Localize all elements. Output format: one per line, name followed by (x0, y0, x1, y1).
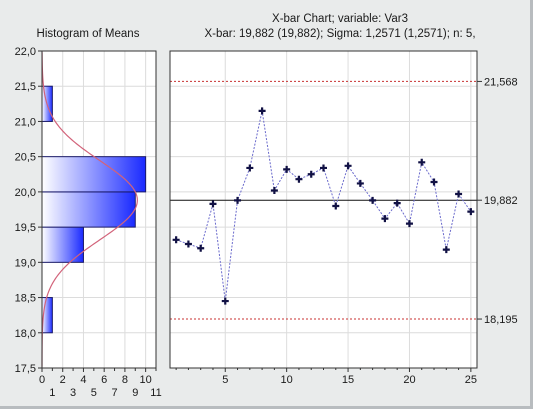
histogram-x-tick-label: 4 (80, 374, 86, 386)
xbar-point (258, 107, 266, 115)
histogram-frame (41, 50, 157, 369)
xbar-x-tick-label: 20 (403, 374, 415, 386)
histogram-x-tick-label: 9 (132, 387, 138, 399)
histogram-x-tick-label: 11 (150, 387, 161, 399)
histogram-y-tick-label: 20,5 (15, 152, 36, 164)
xbar-plot-area (170, 51, 477, 368)
xbar-x-tick-label: 5 (222, 374, 228, 386)
upper-limit-label: 21,568 (484, 76, 518, 88)
xbar-point (369, 196, 377, 204)
histogram-y-axis: 17,5 18,0 18,5 19,0 19,5 20,0 20,5 21,0 21,5 22,0 (15, 46, 42, 375)
histogram-y-tick-label: 19,5 (15, 222, 36, 234)
xbar-point (197, 244, 205, 252)
histogram-y-tick-label: 19,0 (15, 257, 36, 269)
histogram-panel: 17,5 18,0 18,5 19,0 19,5 20,0 20,5 21,0 21,5 22,0… (15, 46, 162, 399)
center-line-label: 19,882 (484, 195, 518, 207)
xbar-point (455, 190, 463, 198)
histogram-bar (41, 156, 147, 193)
xbar-x-tick-label: 15 (342, 374, 354, 386)
xbar-point (246, 164, 254, 172)
histogram-x-tick-label: 8 (122, 374, 128, 386)
xbar-point (270, 186, 278, 194)
xbar-chart-panel: 5 10 15 20 25 21,568 19,882 18,195 (169, 50, 518, 386)
lower-limit-label: 18,195 (484, 314, 518, 326)
xbar-point (356, 179, 364, 187)
xbar-point (221, 297, 229, 305)
histogram-x-tick-label: 10 (140, 374, 152, 386)
histogram-bar (41, 226, 84, 263)
xbar-chart-title: X-bar Chart; variable: Var3 (272, 13, 408, 25)
xbar-x-tick-label: 25 (465, 374, 477, 386)
xbar-point (234, 196, 242, 204)
xbar-point (332, 202, 340, 210)
control-limit-labels: 21,568 19,882 18,195 (477, 76, 518, 326)
histogram-normal-curve (41, 52, 138, 367)
xbar-point (320, 164, 327, 172)
histogram-x-tick-label: 1 (49, 387, 55, 399)
xbar-point (430, 178, 438, 186)
xbar-chart-subtitle: X-bar: 19,882 (19,882); Sigma: 1,2571 (1… (204, 28, 475, 40)
histogram-y-tick-label: 18,0 (15, 328, 36, 340)
histogram-x-tick-label: 2 (60, 374, 66, 386)
xbar-point (295, 175, 303, 183)
histogram-y-tick-label: 21,5 (15, 81, 36, 93)
histogram-title: Histogram of Means (37, 28, 140, 40)
xbar-x-tick-label: 10 (281, 374, 293, 386)
histogram-bar (41, 191, 136, 228)
xbar-gridlines (170, 51, 477, 368)
histogram-y-tick-label: 18,5 (15, 293, 36, 305)
xbar-point (405, 220, 413, 228)
histogram-x-tick-label: 6 (101, 374, 107, 386)
histogram-x-tick-label: 3 (70, 387, 76, 399)
xbar-point (393, 199, 401, 207)
xbar-point (442, 246, 450, 254)
xbar-point (172, 236, 180, 244)
xbar-point (467, 208, 475, 216)
xbar-point (209, 200, 217, 208)
xbar-point (184, 240, 192, 248)
xbar-x-axis: 5 10 15 20 25 (175, 368, 477, 386)
histogram-y-tick-label: 22,0 (15, 46, 36, 58)
histogram-x-axis: 0 2 4 6 8 10 1 3 5 7 9 11 (39, 368, 162, 399)
xbar-series-points (172, 107, 475, 305)
histogram-x-tick-label: 0 (39, 374, 45, 386)
xbar-point (381, 215, 389, 223)
histogram-x-tick-label: 7 (111, 387, 117, 399)
xbar-point (307, 170, 315, 178)
histogram-bars (41, 85, 147, 334)
xbar-point (283, 165, 291, 173)
histogram-x-tick-label: 5 (91, 387, 97, 399)
xbar-point (344, 162, 352, 170)
histogram-y-tick-label: 20,0 (15, 187, 36, 199)
histogram-y-tick-label: 17,5 (15, 363, 36, 375)
histogram-y-tick-label: 21,0 (15, 116, 36, 128)
xbar-point (418, 158, 426, 166)
